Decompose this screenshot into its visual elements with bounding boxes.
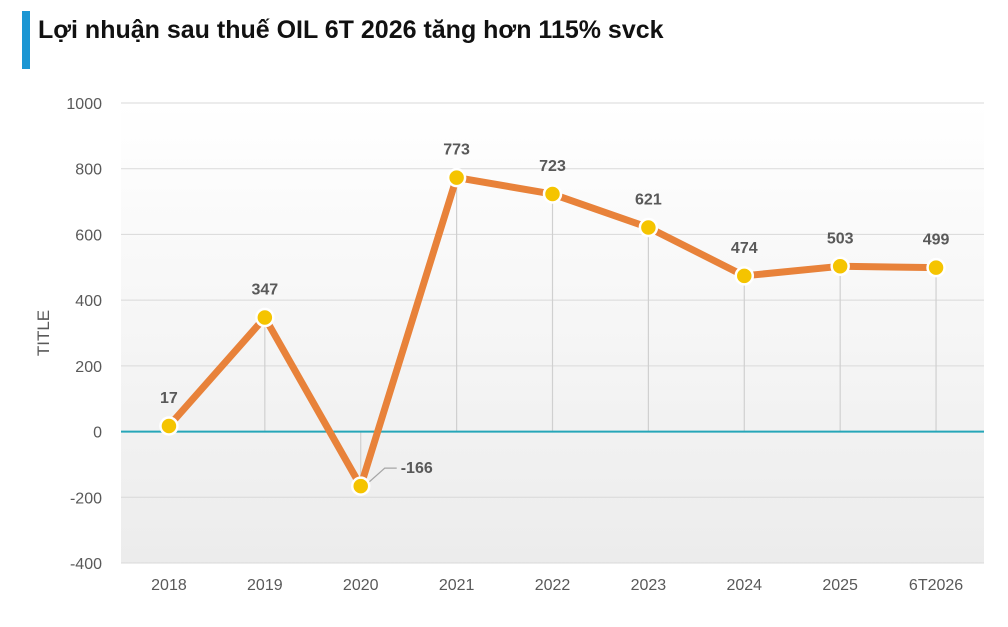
data-label: 499 [923,232,950,249]
y-tick-label: 1000 [66,96,102,113]
y-axis-ticks: 1000 800 600 400 200 0 -200 -400 [66,96,102,573]
data-point [926,257,946,278]
data-point [350,476,371,496]
x-tick-label: 2020 [343,577,379,594]
x-tick-label: 2018 [151,577,187,594]
y-tick-label: 800 [75,162,102,179]
data-label: 621 [635,192,662,209]
data-point [446,167,467,188]
x-tick-label: 2019 [247,577,283,594]
data-point [638,217,659,238]
label-leader-line [366,467,397,485]
data-labels: 17 347 -166 773 723 621 474 503 499 [160,142,949,478]
chart-title: Lợi nhuận sau thuế OIL 6T 2026 tăng hơn … [38,16,664,44]
data-point [734,266,755,286]
data-label: 773 [443,142,470,159]
data-point [542,184,563,204]
y-axis-label: TITLE [34,310,53,356]
y-tick-label: -400 [70,556,102,573]
data-label: 723 [539,158,566,175]
x-tick-label: 2023 [631,577,667,594]
data-point [255,307,275,328]
x-tick-label: 6T2026 [909,577,963,594]
y-tick-label: 0 [93,425,102,442]
x-tick-label: 2022 [535,577,571,594]
title-accent-bar [22,11,30,69]
x-tick-label: 2021 [439,577,475,594]
data-label: 17 [160,390,178,407]
data-label: 474 [731,240,758,257]
x-tick-label: 2024 [726,577,762,594]
data-points [159,167,946,496]
data-label: 503 [827,230,854,247]
data-point [159,416,179,436]
y-tick-label: 200 [75,359,102,376]
x-tick-label: 2025 [822,577,858,594]
y-tick-label: 600 [75,227,102,244]
data-point [830,256,850,277]
x-axis-ticks: 2018 2019 2020 2021 2022 2023 2024 2025 6T2026 [151,577,963,594]
y-tick-label: 400 [75,293,102,310]
y-tick-label: -200 [70,490,102,507]
data-label: -166 [401,460,433,477]
label-leader-lines [366,467,397,485]
data-label: 347 [251,282,278,299]
